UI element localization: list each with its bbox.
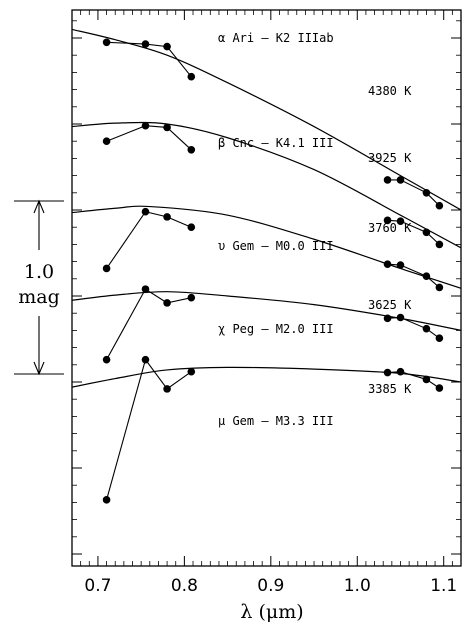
x-tick-label: 1.0 bbox=[344, 576, 371, 596]
observed-point bbox=[187, 367, 196, 376]
observed-point bbox=[383, 314, 392, 323]
plot-axes: 0.7 0.8 0.9 1.0 1.1 bbox=[71, 9, 462, 596]
series-temperature-label: 4380 K bbox=[368, 84, 412, 98]
model-curve bbox=[72, 121, 461, 249]
observed-point bbox=[163, 213, 171, 221]
series-name-label: α Ari – K2 IIIab bbox=[218, 31, 334, 45]
observed-point bbox=[102, 355, 111, 364]
series-temperature-label: 3760 K bbox=[368, 221, 412, 235]
series-name-label: χ Peg – M2.0 III bbox=[218, 322, 334, 336]
series-name-label: μ Gem – M3.3 III bbox=[218, 414, 334, 428]
observed-point bbox=[383, 260, 392, 268]
observed-point bbox=[396, 313, 405, 322]
x-tick-label: 0.7 bbox=[84, 576, 111, 596]
observed-connector bbox=[106, 211, 192, 269]
observed-point bbox=[422, 324, 431, 333]
series-temperature-label: 3925 K bbox=[368, 151, 412, 165]
x-tick-label: 0.9 bbox=[257, 576, 284, 596]
observed-point bbox=[422, 189, 431, 197]
observed-point bbox=[396, 217, 405, 225]
observed-point bbox=[422, 272, 431, 281]
series-temperature-label: 3385 K bbox=[368, 382, 412, 396]
observed-point bbox=[435, 334, 444, 342]
observed-point bbox=[163, 42, 171, 51]
series-name-label: β Cnc – K4.1 III bbox=[218, 136, 334, 150]
observed-point bbox=[141, 285, 150, 293]
observed-point bbox=[422, 375, 431, 384]
observed-connector bbox=[106, 288, 192, 360]
observed-point bbox=[383, 368, 392, 377]
observed-point bbox=[187, 293, 196, 302]
observed-point bbox=[141, 121, 150, 130]
observed-point bbox=[163, 385, 171, 393]
scale-bar-unit: mag bbox=[18, 286, 60, 308]
observed-point bbox=[102, 38, 111, 47]
scale-bar-value: 1.0 bbox=[24, 261, 54, 283]
observed-series bbox=[102, 38, 444, 504]
x-tick-label: 0.8 bbox=[171, 576, 198, 596]
magnitude-scale-bar: 1.0 mag bbox=[14, 199, 64, 376]
observed-point bbox=[435, 240, 444, 249]
x-tick-label: 1.1 bbox=[430, 576, 457, 596]
observed-point bbox=[422, 228, 431, 237]
observed-connector bbox=[387, 179, 440, 207]
observed-point bbox=[102, 496, 111, 504]
scale-bar-arrowhead-up bbox=[33, 199, 45, 214]
observed-point bbox=[187, 72, 196, 81]
series-labels: α Ari – K2 IIIab 4380 K β Cnc – K4.1 III 39… bbox=[218, 31, 412, 428]
observed-point bbox=[141, 355, 150, 364]
observed-point bbox=[163, 299, 171, 307]
observed-connector bbox=[387, 263, 440, 288]
observed-point bbox=[141, 40, 150, 48]
scale-bar-arrowhead-down bbox=[33, 361, 45, 376]
observed-point bbox=[383, 176, 392, 184]
series-name-label: υ Gem – M0.0 III bbox=[218, 239, 334, 253]
observed-point bbox=[396, 261, 405, 269]
observed-connector bbox=[387, 219, 440, 245]
observed-connector bbox=[106, 41, 192, 78]
observed-point bbox=[187, 223, 196, 231]
observed-point bbox=[435, 384, 444, 392]
observed-point bbox=[383, 216, 392, 225]
observed-point bbox=[435, 201, 444, 210]
observed-point bbox=[187, 146, 196, 154]
observed-point bbox=[141, 207, 150, 216]
observed-point bbox=[396, 367, 405, 376]
model-curve bbox=[72, 28, 461, 211]
observed-point bbox=[102, 264, 111, 273]
observed-connector bbox=[387, 316, 440, 339]
observed-point bbox=[102, 137, 111, 145]
observed-point bbox=[163, 123, 171, 132]
observed-connector bbox=[106, 358, 192, 500]
x-axis-title: λ (μm) bbox=[240, 601, 303, 623]
observed-connector bbox=[106, 125, 192, 151]
series-temperature-label: 3625 K bbox=[368, 298, 412, 312]
observed-point bbox=[396, 176, 405, 184]
observed-connector bbox=[387, 371, 440, 389]
observed-point bbox=[435, 283, 444, 292]
